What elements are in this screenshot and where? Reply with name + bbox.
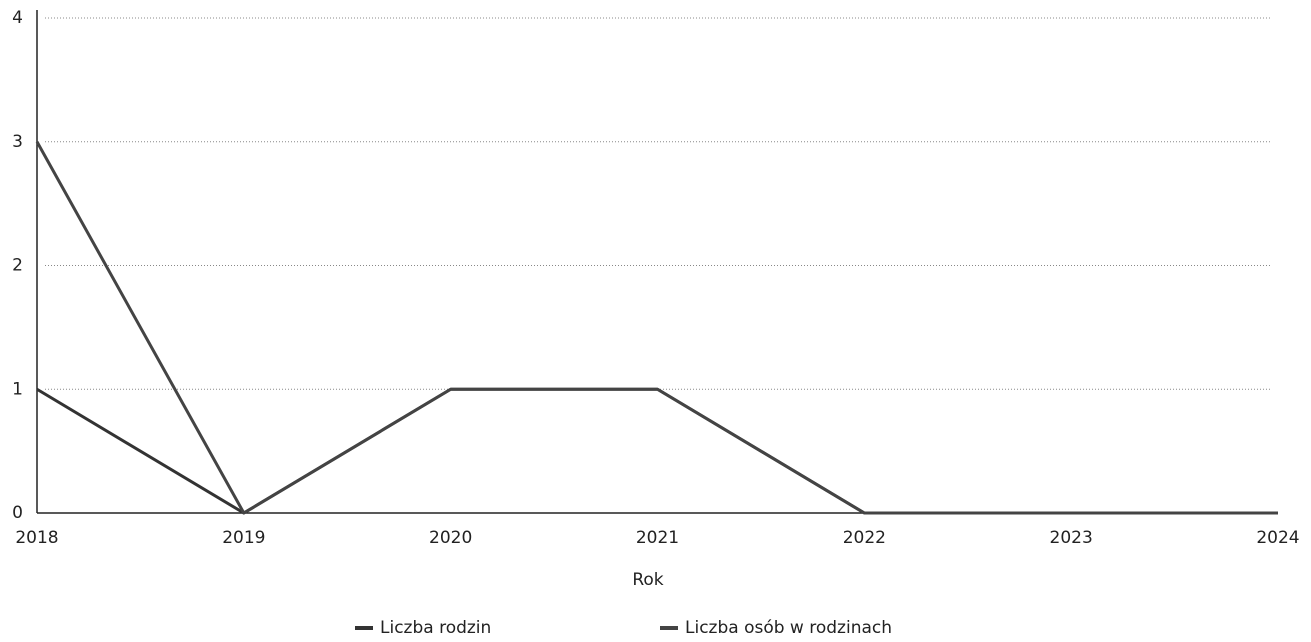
y-tick-label: 3 bbox=[12, 132, 23, 152]
legend-swatch bbox=[355, 626, 373, 630]
x-tick-label: 2018 bbox=[15, 528, 58, 548]
x-tick-label: 2022 bbox=[843, 528, 886, 548]
x-axis-label: Rok bbox=[632, 570, 663, 590]
x-tick-label: 2019 bbox=[222, 528, 265, 548]
legend-swatch bbox=[660, 626, 678, 630]
x-tick-label: 2020 bbox=[429, 528, 472, 548]
y-tick-label: 4 bbox=[12, 8, 23, 28]
y-tick-label: 0 bbox=[12, 503, 23, 523]
series-line bbox=[35, 141, 1278, 515]
series-line bbox=[36, 387, 1278, 515]
x-tick-label: 2024 bbox=[1256, 528, 1299, 548]
legend-label: Liczba rodzin bbox=[380, 618, 491, 638]
x-tick-label: 2023 bbox=[1050, 528, 1093, 548]
y-tick-label: 1 bbox=[12, 379, 23, 399]
y-tick-label: 2 bbox=[12, 256, 23, 276]
legend-label: Liczba osób w rodzinach bbox=[685, 618, 892, 638]
x-tick-label: 2021 bbox=[636, 528, 679, 548]
